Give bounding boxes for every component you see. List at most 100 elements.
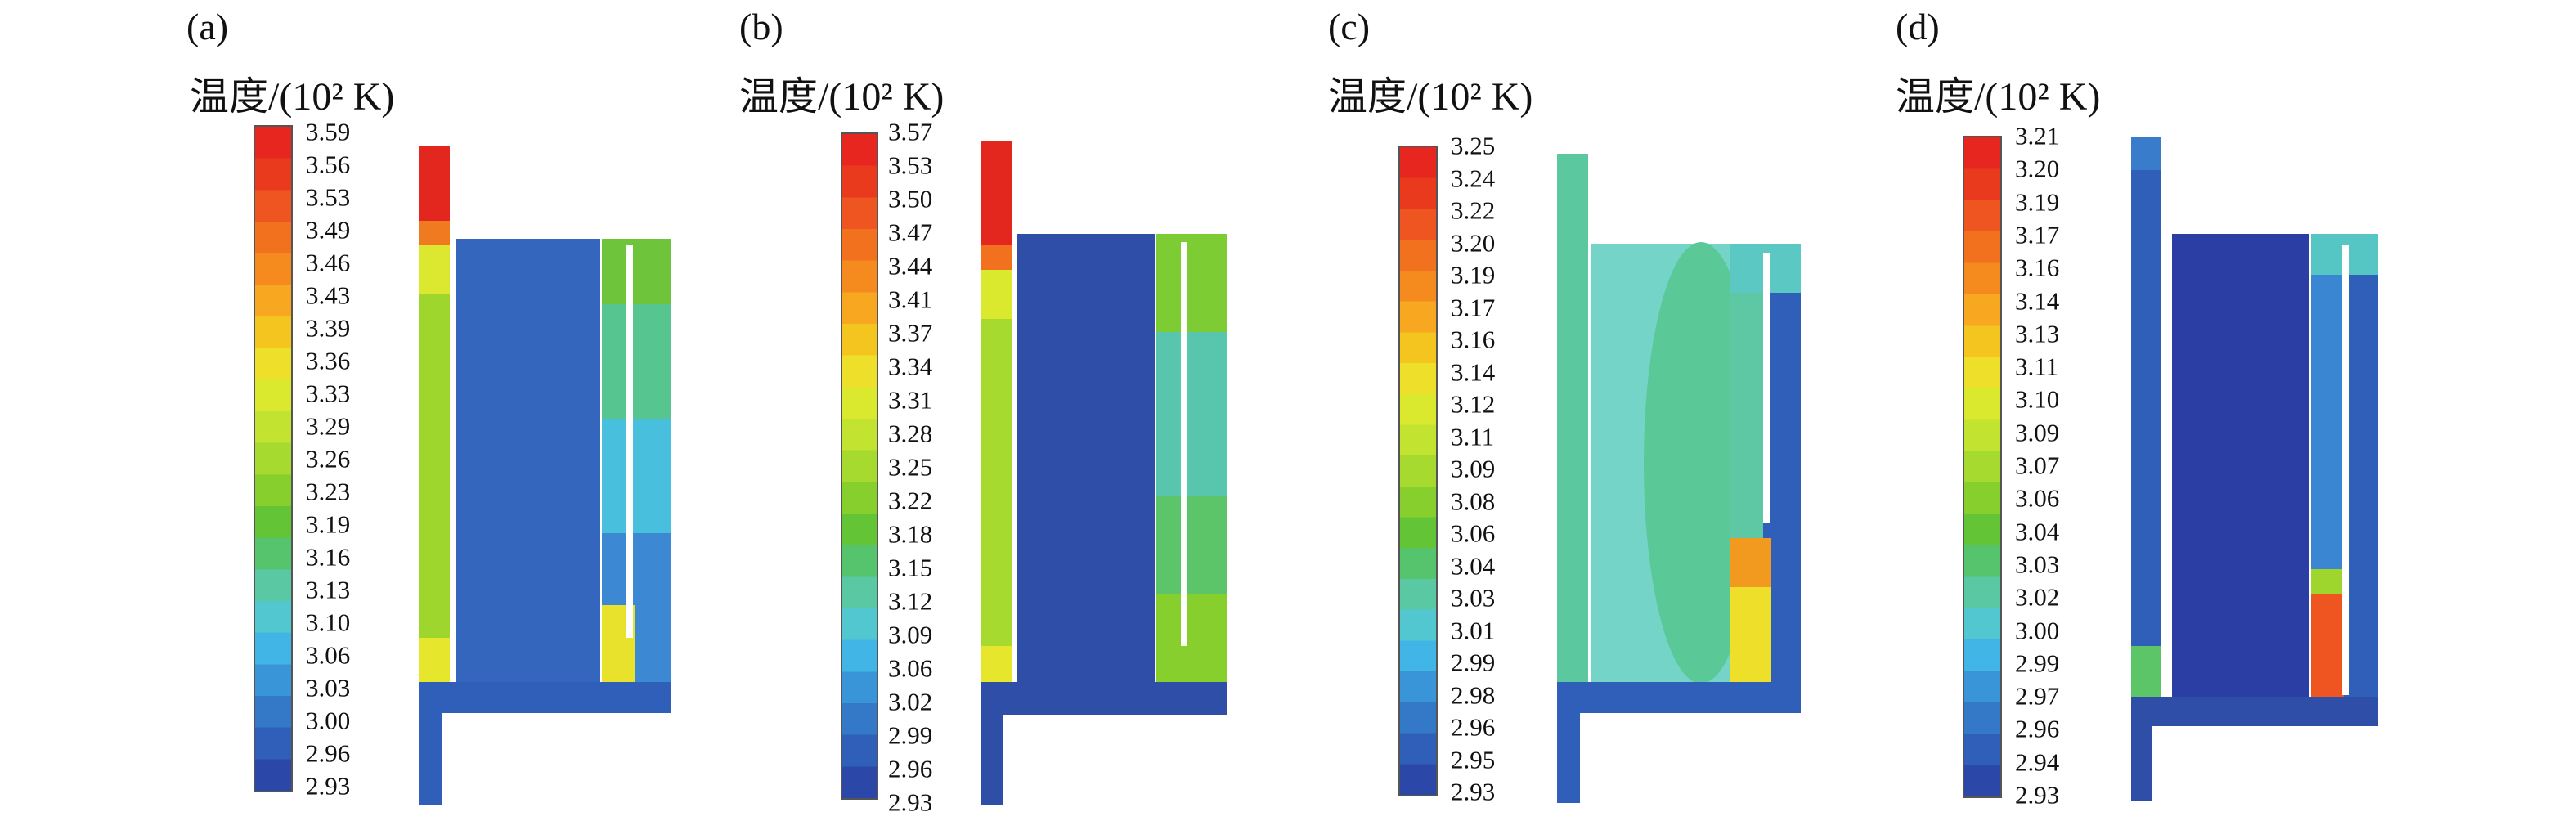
colorbar-tick-label: 2.93: [1451, 777, 1496, 806]
colorbar-tick-label: 3.36: [306, 346, 351, 375]
colorbar-b: [841, 132, 878, 800]
colorbar-title-c: 温度/(10² K): [1328, 75, 1533, 119]
colorbar-ticks-a: 3.59 3.56 3.53 3.49 3.46 3.43 3.39 3.36 3.33 3.29…: [306, 119, 404, 799]
colorbar-tick-label: 3.20: [2015, 154, 2060, 183]
colorbar-tick-label: 3.10: [2015, 384, 2060, 414]
colorbar-tick-label: 3.13: [306, 575, 351, 604]
colorbar-tick-label: 3.11: [2015, 352, 2059, 381]
colorbar-title-a: 温度/(10² K): [190, 75, 395, 119]
colorbar-tick-label: 3.19: [306, 509, 351, 539]
colorbar-tick-label: 3.21: [2015, 121, 2060, 150]
colorbar-tick-label: 2.93: [306, 771, 351, 801]
colorbar-tick-label: 2.99: [1451, 648, 1496, 677]
colorbar-tick-label: 3.28: [888, 419, 933, 448]
colorbar-tick-label: 3.06: [306, 640, 351, 670]
colorbar-tick-label: 3.04: [1451, 551, 1496, 580]
colorbar-tick-label: 3.18: [888, 519, 933, 549]
colorbar-tick-label: 3.09: [2015, 418, 2060, 447]
colorbar-tick-label: 2.96: [2015, 714, 2060, 743]
colorbar-c: [1398, 146, 1438, 796]
colorbar-tick-label: 3.46: [306, 248, 351, 277]
colorbar-a: [254, 125, 293, 792]
colorbar-tick-label: 2.98: [1451, 680, 1496, 709]
colorbar-tick-label: 3.03: [2015, 550, 2060, 579]
colorbar-title-d: 温度/(10² K): [1896, 75, 2101, 119]
colorbar-tick-label: 3.39: [306, 313, 351, 343]
colorbar-ticks-c: 3.25 3.24 3.22 3.20 3.19 3.17 3.16 3.14 3.12 3.11…: [1451, 133, 1549, 805]
colorbar-tick-label: 3.14: [2015, 286, 2060, 315]
colorbar-tick-label: 3.11: [1451, 422, 1495, 451]
colorbar-tick-label: 3.09: [1451, 454, 1496, 483]
colorbar-ticks-d: 3.21 3.20 3.19 3.17 3.16 3.14 3.13 3.11 3.10 3.09…: [2015, 123, 2113, 808]
colorbar-tick-label: 3.16: [2015, 253, 2060, 282]
colorbar-tick-label: 2.99: [2015, 648, 2060, 678]
colorbar-tick-label: 2.94: [2015, 747, 2060, 777]
colorbar-tick-label: 2.96: [306, 738, 351, 768]
colorbar-tick-label: 3.06: [2015, 483, 2060, 513]
temperature-contour-b: [981, 141, 1227, 805]
colorbar-tick-label: 2.95: [1451, 745, 1496, 774]
colorbar-tick-label: 3.25: [888, 452, 933, 482]
colorbar-tick-label: 3.08: [1451, 487, 1496, 515]
colorbar-tick-label: 3.47: [888, 218, 933, 247]
colorbar-tick-label: 3.37: [888, 318, 933, 348]
colorbar-tick-label: 3.44: [888, 251, 933, 280]
panel-c: (c) 温度/(10² K) 3.25 3.24 3.22 3.20 3.19 3.17 3…: [1145, 0, 1801, 821]
colorbar-tick-label: 2.96: [1451, 712, 1496, 742]
colorbar-title-b: 温度/(10² K): [739, 75, 945, 119]
colorbar-tick-label: 3.20: [1451, 228, 1496, 257]
colorbar-tick-label: 3.07: [2015, 451, 2060, 480]
colorbar-tick-label: 3.06: [1451, 518, 1496, 548]
colorbar-d: [1963, 136, 2002, 798]
colorbar-tick-label: 2.93: [888, 787, 933, 817]
colorbar-tick-label: 3.00: [306, 706, 351, 735]
colorbar-tick-label: 3.53: [888, 150, 933, 180]
colorbar-tick-label: 3.03: [306, 673, 351, 702]
colorbar-tick-label: 3.13: [2015, 319, 2060, 348]
colorbar-tick-label: 3.25: [1451, 131, 1496, 160]
colorbar-tick-label: 3.26: [306, 444, 351, 473]
temperature-contour-a: [419, 146, 671, 805]
colorbar-tick-label: 3.22: [888, 486, 933, 515]
colorbar-tick-label: 3.12: [1451, 389, 1496, 419]
panel-d: (d) 温度/(10² K) 3.21 3.20 3.19 3.17 3.16 3.14 3…: [1709, 0, 2378, 821]
colorbar-tick-label: 3.29: [306, 411, 351, 441]
colorbar-tick-label: 3.59: [306, 117, 351, 146]
colorbar-ticks-b: 3.57 3.53 3.50 3.47 3.44 3.41 3.37 3.34 3.31 3.28…: [888, 119, 986, 815]
colorbar-tick-label: 3.22: [1451, 195, 1496, 225]
colorbar-tick-label: 3.02: [2015, 582, 2060, 612]
colorbar-tick-label: 3.24: [1451, 164, 1496, 192]
colorbar-tick-label: 3.53: [306, 182, 351, 212]
colorbar-tick-label: 3.04: [2015, 517, 2060, 546]
colorbar-tick-label: 3.41: [888, 285, 933, 314]
panel-label-b: (b): [739, 6, 783, 47]
colorbar-tick-label: 3.56: [306, 150, 351, 179]
colorbar-tick-label: 3.09: [888, 620, 933, 649]
colorbar-tick-label: 3.17: [1451, 293, 1496, 321]
temperature-contour-d: [2131, 137, 2378, 801]
colorbar-tick-label: 3.31: [888, 385, 933, 415]
colorbar-tick-label: 2.97: [2015, 681, 2060, 711]
colorbar-tick-label: 2.99: [888, 720, 933, 750]
colorbar-tick-label: 3.16: [306, 542, 351, 572]
colorbar-tick-label: 3.06: [888, 653, 933, 683]
panel-label-a: (a): [186, 6, 229, 47]
colorbar-tick-label: 3.03: [1451, 583, 1496, 612]
panel-b: (b) 温度/(10² K) 3.57 3.53 3.50 3.47 3.44 3.41 3…: [548, 0, 1227, 821]
panel-a: (a) 温度/(10² K) 3.59 3.56 3.53 3.49 3.46 3.43 3…: [0, 0, 671, 821]
colorbar-tick-label: 3.00: [2015, 616, 2060, 644]
colorbar-tick-label: 3.01: [1451, 616, 1496, 644]
colorbar-tick-label: 2.93: [2015, 780, 2060, 810]
colorbar-tick-label: 3.10: [306, 608, 351, 637]
colorbar-tick-label: 2.96: [888, 754, 933, 783]
colorbar-tick-label: 3.19: [1451, 260, 1496, 289]
colorbar-tick-label: 3.49: [306, 215, 351, 245]
colorbar-tick-label: 3.43: [306, 280, 351, 310]
colorbar-tick-label: 3.23: [306, 477, 351, 506]
temperature-contour-c: [1557, 154, 1801, 803]
panel-label-d: (d): [1896, 6, 1940, 47]
colorbar-tick-label: 3.16: [1451, 325, 1496, 354]
colorbar-tick-label: 3.33: [306, 379, 351, 408]
colorbar-tick-label: 3.57: [888, 117, 933, 146]
colorbar-tick-label: 3.14: [1451, 357, 1496, 386]
